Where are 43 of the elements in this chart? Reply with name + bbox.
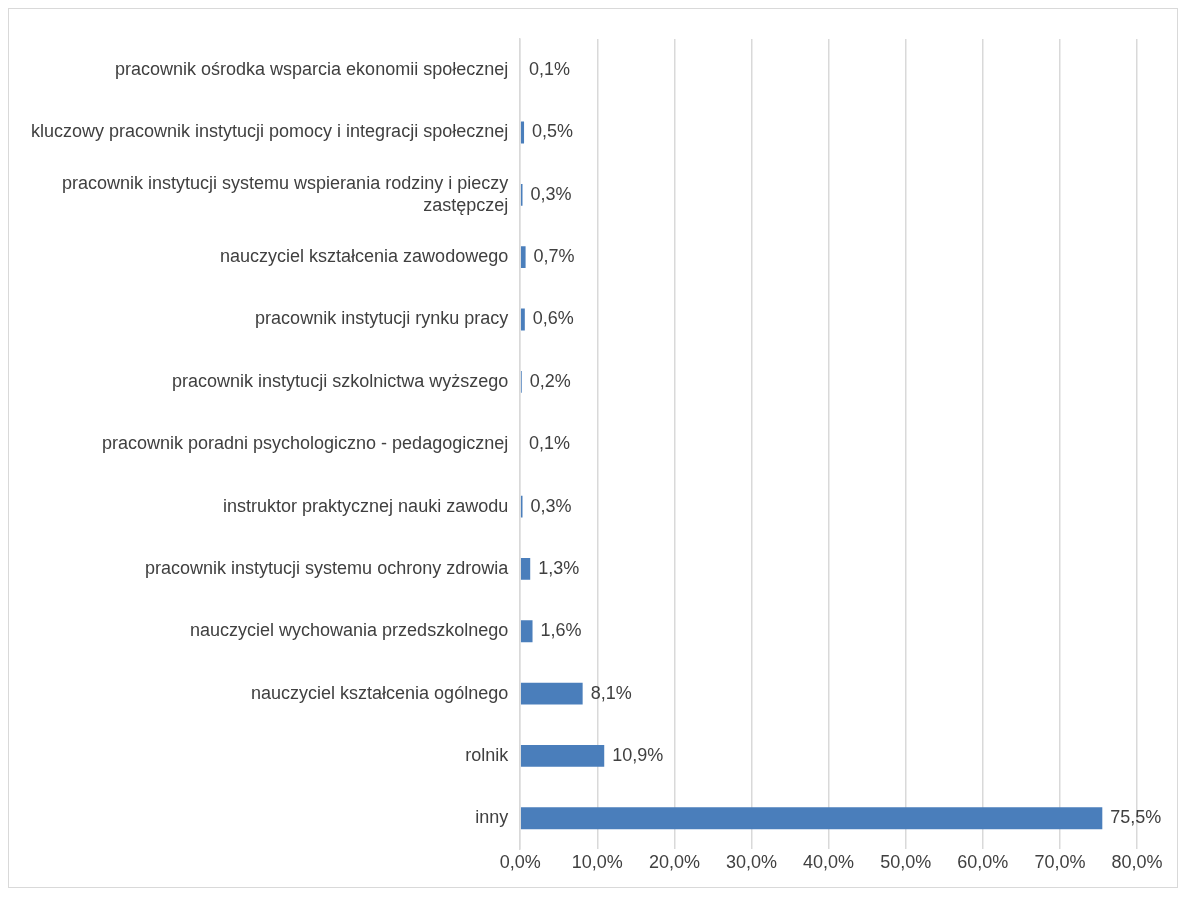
data-label: 0,2% bbox=[529, 370, 571, 391]
data-label: 0,3% bbox=[530, 183, 572, 204]
data-label: 0,1% bbox=[528, 59, 570, 80]
bar bbox=[520, 121, 525, 144]
y-tick-label: nauczyciel kształcenia ogólnego bbox=[251, 682, 509, 703]
bar bbox=[520, 246, 526, 269]
x-tick-label: 0,0% bbox=[499, 852, 541, 873]
y-tick-label: instruktor praktycznej nauki zawodu bbox=[223, 495, 509, 516]
x-tick-label: 50,0% bbox=[880, 852, 932, 873]
y-tick-label: kluczowy pracownik instytucji pomocy i integracji społecznej bbox=[30, 121, 509, 142]
data-label: 75,5% bbox=[1110, 807, 1162, 828]
y-tick-label: rolnik bbox=[465, 744, 510, 765]
x-tick-label: 20,0% bbox=[648, 852, 700, 873]
bar bbox=[520, 682, 583, 705]
x-tick-label: 40,0% bbox=[803, 852, 855, 873]
bar bbox=[520, 807, 1103, 830]
data-label: 0,5% bbox=[532, 121, 574, 142]
x-tick-label: 60,0% bbox=[957, 852, 1009, 873]
data-label: 0,1% bbox=[528, 433, 570, 454]
x-tick-label: 10,0% bbox=[571, 852, 623, 873]
y-tick-label: pracownik ośrodka wsparcia ekonomii społecznej bbox=[115, 59, 509, 80]
data-label: 0,3% bbox=[530, 495, 572, 516]
y-tick-label: pracownik instytucji szkolnictwa wyższego bbox=[172, 370, 509, 391]
y-tick-label: pracownik poradni psychologiczno - pedagogicznej bbox=[101, 433, 509, 454]
x-tick-label: 80,0% bbox=[1111, 852, 1163, 873]
x-tick-label: 70,0% bbox=[1034, 852, 1086, 873]
data-label: 1,6% bbox=[540, 620, 582, 641]
y-tick-label: pracownik instytucji rynku pracy bbox=[255, 308, 509, 329]
data-label: 1,3% bbox=[538, 557, 580, 578]
y-tick-label: pracownik instytucji systemu ochrony zdrowia bbox=[145, 557, 510, 578]
data-label: 8,1% bbox=[590, 682, 632, 703]
data-label: 10,9% bbox=[612, 744, 664, 765]
data-label: 0,7% bbox=[533, 246, 575, 267]
bar bbox=[520, 620, 533, 643]
bar bbox=[520, 308, 525, 331]
bar bbox=[520, 744, 605, 767]
x-tick-label: 30,0% bbox=[725, 852, 778, 873]
bar bbox=[520, 557, 531, 580]
y-tick-label: pracownik instytucji systemu wspierania rodziny i pieczy zastępczej bbox=[62, 173, 509, 215]
y-tick-label: inny bbox=[475, 807, 509, 828]
y-tick-label: nauczyciel kształcenia zawodowego bbox=[220, 246, 509, 267]
y-tick-label: nauczyciel wychowania przedszkolnego bbox=[190, 620, 509, 641]
data-label: 0,6% bbox=[532, 308, 574, 329]
